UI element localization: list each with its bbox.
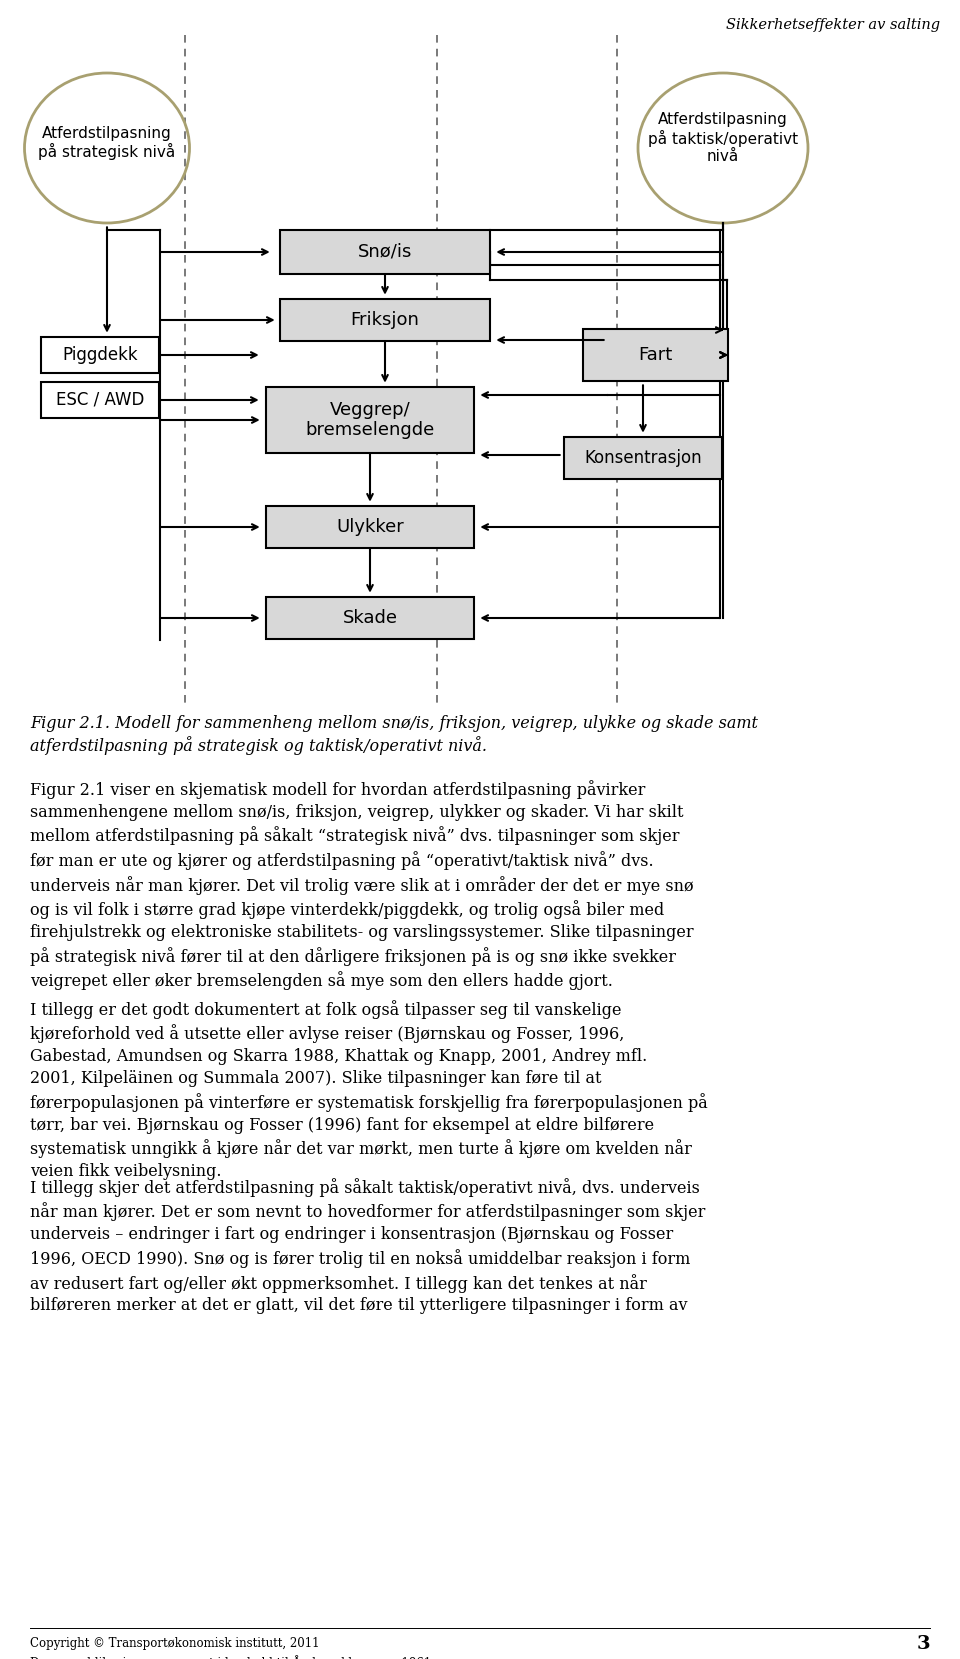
Text: Konsentrasjon: Konsentrasjon	[585, 450, 702, 466]
Text: Atferdstilpasning
på taktisk/operativt
nivå: Atferdstilpasning på taktisk/operativt n…	[648, 111, 798, 164]
Bar	[266, 387, 474, 453]
Text: 3: 3	[917, 1636, 930, 1652]
Text: ESC / AWD: ESC / AWD	[56, 392, 144, 410]
Text: Fart: Fart	[637, 347, 672, 363]
Bar	[41, 382, 159, 418]
Bar	[583, 328, 728, 382]
Bar	[266, 506, 474, 547]
Text: Friksjon: Friksjon	[350, 310, 420, 328]
Bar	[280, 231, 490, 274]
Text: I tillegg er det godt dokumentert at folk også tilpasser seg til vanskelige
kjør: I tillegg er det godt dokumentert at fol…	[30, 1000, 708, 1180]
Text: Skade: Skade	[343, 609, 397, 627]
Text: Atferdstilpasning
på strategisk nivå: Atferdstilpasning på strategisk nivå	[38, 126, 176, 161]
Bar	[564, 436, 722, 479]
Text: Copyright © Transportøkonomisk institutt, 2011
Denne publikasjonen er vernet i h: Copyright © Transportøkonomisk institutt…	[30, 1637, 431, 1659]
Text: Figur 2.1. Modell for sammenheng mellom snø/is, friksjon, veigrep, ulykke og ska: Figur 2.1. Modell for sammenheng mellom …	[30, 715, 757, 755]
Text: Ulykker: Ulykker	[336, 518, 404, 536]
Bar	[280, 299, 490, 342]
Bar	[41, 337, 159, 373]
Bar	[266, 597, 474, 639]
Text: Figur 2.1 viser en skjematisk modell for hvordan atferdstilpasning påvirker
samm: Figur 2.1 viser en skjematisk modell for…	[30, 780, 694, 990]
Text: Veggrep/
bremselengde: Veggrep/ bremselengde	[305, 400, 435, 440]
Text: Sikkerhetseffekter av salting: Sikkerhetseffekter av salting	[726, 18, 940, 32]
Text: Snø/is: Snø/is	[358, 242, 412, 260]
Text: Piggdekk: Piggdekk	[62, 347, 138, 363]
Text: I tillegg skjer det atferdstilpasning på såkalt taktisk/operativt nivå, dvs. und: I tillegg skjer det atferdstilpasning på…	[30, 1178, 706, 1314]
